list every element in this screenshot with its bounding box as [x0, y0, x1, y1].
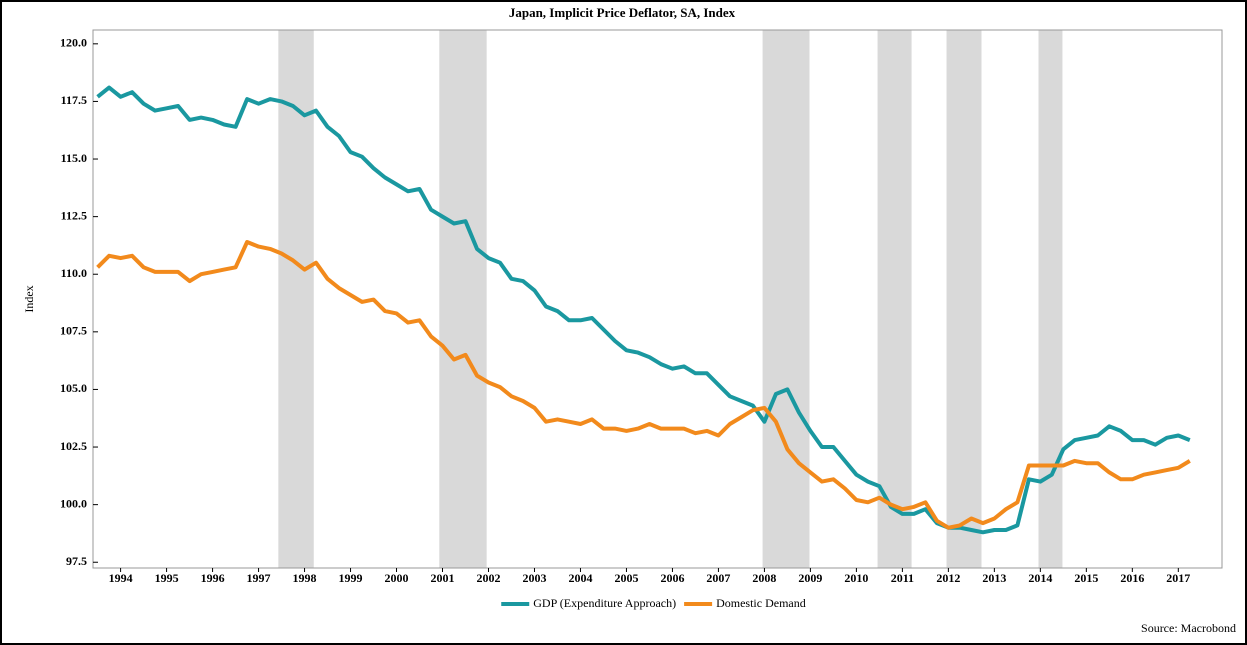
x-tick-label: 2001 [431, 571, 455, 585]
legend: GDP (Expenditure Approach) Domestic Deman… [501, 596, 806, 610]
series-line [96, 85, 1191, 535]
x-tick-label: 2005 [614, 571, 638, 585]
x-tick-label: 1995 [155, 571, 179, 585]
x-tick-label: 1998 [293, 571, 317, 585]
y-tick-label: 115.0 [61, 151, 87, 165]
legend-label: GDP (Expenditure Approach) [533, 596, 676, 610]
x-tick-label: 2014 [1028, 571, 1052, 585]
shaded-band [877, 30, 912, 568]
source: Source: Macrobond [1141, 621, 1236, 635]
shaded-band [439, 30, 487, 568]
x-tick-label: 2003 [522, 571, 546, 585]
shaded-band [946, 30, 982, 568]
plot-frame [92, 29, 1223, 569]
shaded-band [1038, 30, 1063, 568]
y-tick-label: 110.0 [61, 266, 87, 280]
y-tick-label: 102.5 [60, 439, 87, 453]
y-tick-label: 112.5 [61, 208, 87, 222]
x-tick-label: 2011 [891, 571, 914, 585]
shaded-band [278, 30, 314, 568]
x-tick-label: 1999 [339, 571, 363, 585]
y-tick-label: 117.5 [61, 93, 87, 107]
chart-title: Japan, Implicit Price Deflator, SA, Inde… [509, 5, 736, 20]
y-tick-label: 107.5 [60, 324, 87, 338]
x-tick-label: 1996 [201, 571, 225, 585]
x-tick-label: 1994 [109, 571, 133, 585]
y-tick-label: 97.5 [66, 554, 87, 568]
x-tick-label: 2016 [1120, 571, 1144, 585]
x-tick-label: 2008 [752, 571, 776, 585]
x-tick-label: 2006 [660, 571, 684, 585]
x-tick-label: 2000 [385, 571, 409, 585]
y-tick-label: 100.0 [60, 496, 87, 510]
series-line [96, 240, 1191, 530]
y-axis-label: Index [22, 285, 36, 312]
y-tick-label: 120.0 [60, 36, 87, 50]
x-tick-label: 2013 [982, 571, 1006, 585]
x-tick-label: 1997 [247, 571, 271, 585]
x-tick-label: 2017 [1166, 571, 1190, 585]
y-tick-label: 105.0 [60, 381, 87, 395]
x-tick-label: 2004 [568, 571, 592, 585]
legend-label: Domestic Demand [716, 596, 806, 610]
x-tick-label: 2007 [706, 571, 730, 585]
x-tick-label: 2010 [844, 571, 868, 585]
shaded-band [762, 30, 810, 568]
x-tick-label: 2002 [476, 571, 500, 585]
x-tick-label: 2015 [1074, 571, 1098, 585]
x-tick-label: 2012 [936, 571, 960, 585]
x-tick-label: 2009 [798, 571, 822, 585]
